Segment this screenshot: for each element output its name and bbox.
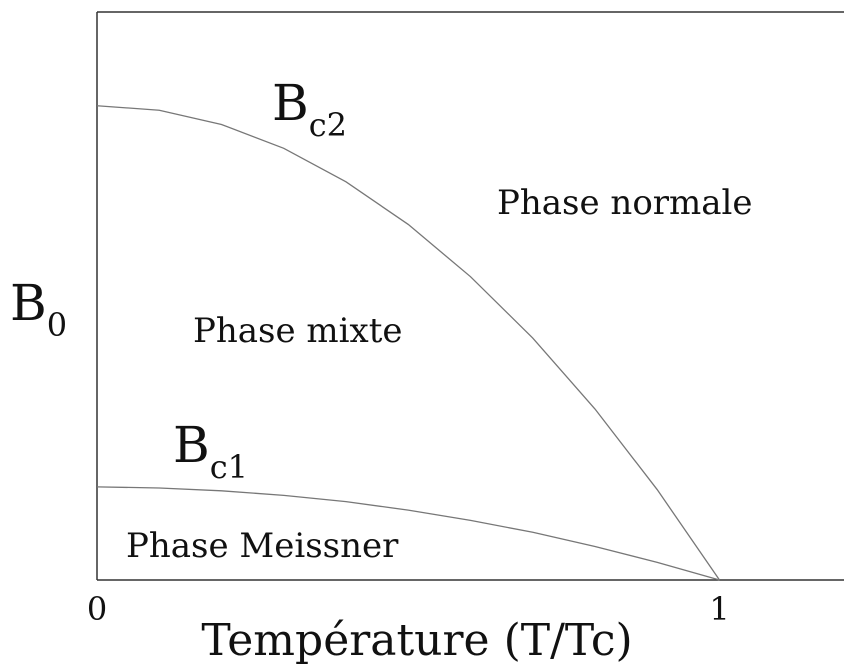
- series-label: Bc1: [173, 416, 248, 486]
- x-axis-label: Température (T/Tc): [201, 615, 632, 666]
- y-axis-label: B0: [10, 274, 67, 344]
- x-tick-label: 0: [87, 590, 107, 628]
- curve: [96, 105, 721, 581]
- region-label: Phase Meissner: [126, 526, 399, 566]
- series-label: Bc2: [272, 74, 347, 144]
- region-label: Phase normale: [497, 183, 753, 223]
- curve: [96, 486, 720, 581]
- x-tick-label: 1: [709, 590, 729, 628]
- region-label: Phase mixte: [193, 311, 403, 351]
